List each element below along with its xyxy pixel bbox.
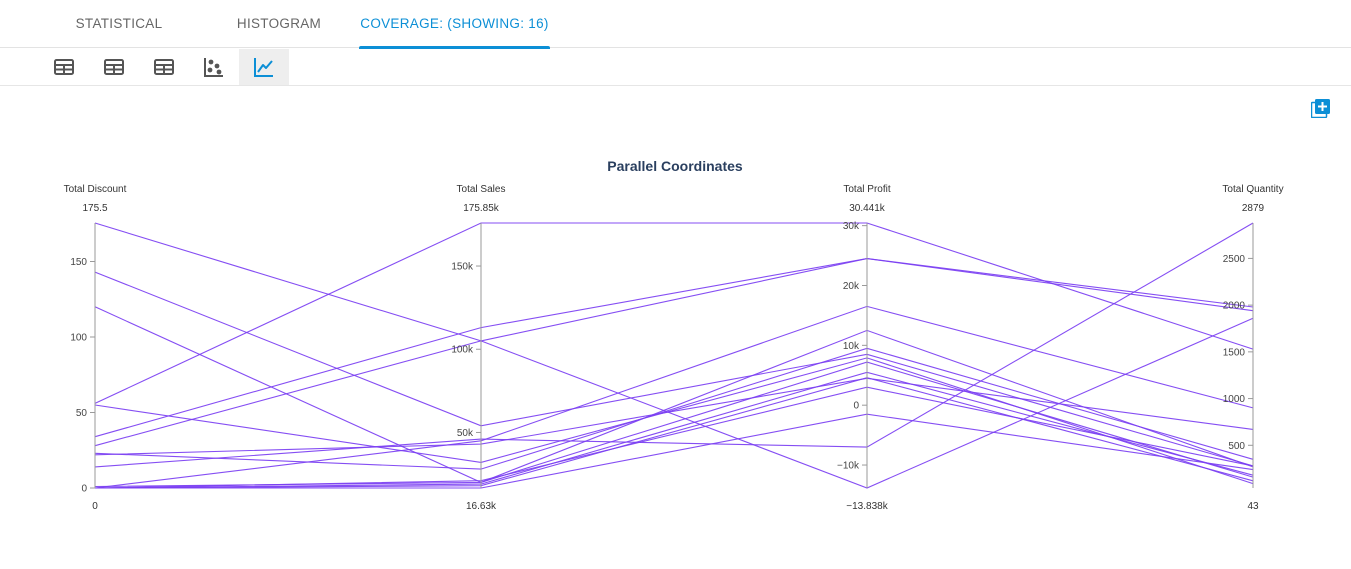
axis-max-label: 30.441k: [849, 203, 886, 214]
tick-label: 50: [76, 408, 88, 419]
data-line-7: [94, 258, 1254, 447]
view-toolbar: [0, 48, 1351, 86]
scatter-plot-icon: [204, 58, 223, 77]
axis-max-label: 2879: [1242, 203, 1265, 214]
line-chart-icon: [254, 58, 273, 77]
axis-min-label: 43: [1247, 501, 1259, 512]
tick-label: 150: [70, 257, 87, 268]
axis-min-label: 0: [92, 501, 98, 512]
data-line-2: [94, 271, 1254, 467]
scatter-view-button[interactable]: [189, 49, 239, 85]
add-chart-button[interactable]: [1310, 98, 1331, 119]
table-icon: [104, 59, 124, 75]
axis-2: Total Sales 175.85k 16.63k 50k 100k 150k: [451, 184, 505, 512]
axis-max-label: 175.5: [82, 203, 107, 214]
tick-label: 1500: [1223, 347, 1246, 358]
add-box-icon: [1310, 99, 1330, 119]
parallel-coordinates-chart: Parallel Coordinates Total Discount 175.5…: [64, 158, 1284, 512]
tab-coverage[interactable]: COVERAGE: (SHOWING: 16): [359, 0, 550, 49]
tab-histogram[interactable]: HISTOGRAM: [232, 0, 326, 48]
data-line-15: [94, 305, 1254, 489]
table-icon: [54, 59, 74, 75]
tick-label: 0: [853, 401, 859, 412]
data-line-10: [94, 222, 1254, 468]
table-icon: [154, 59, 174, 75]
data-lines: [94, 222, 1254, 489]
tick-label: 150k: [451, 262, 474, 273]
tick-label: 2000: [1223, 301, 1246, 312]
axis-4: Total Quantity 2879 43 500 1000 1500 2000 2500: [1222, 184, 1283, 512]
tick-label: 10k: [843, 341, 860, 352]
axis-brush-area[interactable]: [863, 222, 871, 489]
axis-title[interactable]: Total Sales: [457, 184, 506, 195]
tab-statistical[interactable]: STATISTICAL: [72, 0, 166, 48]
axis-brush-area[interactable]: [1249, 222, 1257, 489]
axis-min-label: 16.63k: [466, 501, 497, 512]
data-line-5: [94, 357, 1254, 485]
tick-label: 100: [70, 333, 87, 344]
data-line-12: [94, 371, 1254, 489]
data-line-13: [94, 377, 1254, 489]
table-view-button-2[interactable]: [89, 49, 139, 85]
line-chart-view-button[interactable]: [239, 49, 289, 85]
chart-title: Parallel Coordinates: [607, 158, 743, 174]
axis-brush-area[interactable]: [91, 222, 99, 489]
tab-statistical-label: STATISTICAL: [75, 16, 163, 31]
axis-1: Total Discount 175.5 00 50 100 150: [64, 184, 127, 512]
tick-label: 2500: [1223, 254, 1246, 265]
axis-brush-area[interactable]: [477, 222, 485, 489]
tick-label: 20k: [843, 281, 860, 292]
tick-label: 50k: [457, 428, 474, 439]
tick-label: 1000: [1223, 394, 1246, 405]
tick-label: 30k: [843, 221, 860, 232]
axis-min-label: −13.838k: [846, 501, 888, 512]
data-line-16: [94, 386, 1254, 489]
data-line-6: [94, 258, 1254, 438]
axis-title[interactable]: Total Quantity: [1222, 184, 1283, 195]
table-view-button-1[interactable]: [39, 49, 89, 85]
axis-title[interactable]: Total Profit: [843, 184, 890, 195]
data-line-4: [94, 222, 1254, 404]
axis-3: Total Profit 30.441k −13.838k −10k 0 10k 20k 30…: [837, 184, 891, 512]
axis-max-label: 175.85k: [463, 203, 500, 214]
tab-bar: STATISTICAL HISTOGRAM COVERAGE: (SHOWING…: [0, 0, 1351, 49]
data-line-14: [95, 413, 1254, 489]
tab-histogram-label: HISTOGRAM: [236, 16, 322, 31]
data-line-1: [94, 222, 1254, 489]
active-tab-indicator: [359, 46, 550, 49]
table-view-button-3[interactable]: [139, 49, 189, 85]
data-line-9: [94, 377, 1254, 456]
axis-title[interactable]: Total Discount: [64, 184, 127, 195]
data-line-3: [94, 306, 1254, 483]
tick-label: −10k: [837, 461, 860, 472]
tick-label: 500: [1228, 441, 1245, 452]
tick-label: 0: [81, 484, 87, 495]
tab-coverage-label: COVERAGE: (SHOWING: 16): [360, 16, 549, 31]
tick-label: 100k: [451, 345, 474, 356]
